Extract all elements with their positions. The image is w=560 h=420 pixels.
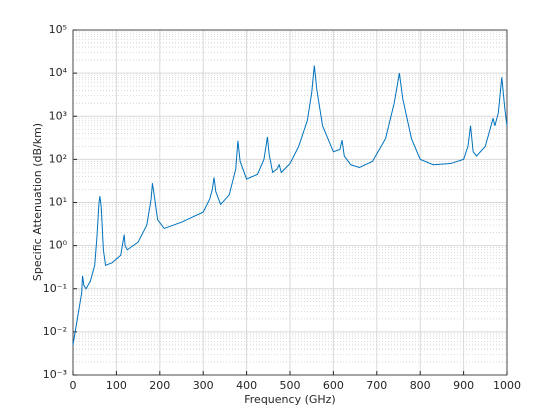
y-tick-label: 10⁵ bbox=[49, 23, 67, 36]
x-tick-label: 600 bbox=[323, 379, 344, 392]
y-axis-label: Specific Attenuation (dB/km) bbox=[31, 123, 44, 281]
x-tick-label: 1000 bbox=[493, 379, 521, 392]
x-tick-label: 0 bbox=[70, 379, 77, 392]
x-tick-label: 100 bbox=[106, 379, 127, 392]
data-line bbox=[72, 65, 508, 345]
y-tick-label: 10⁰ bbox=[49, 239, 68, 252]
axes-box bbox=[72, 29, 508, 376]
y-tick-label: 10⁴ bbox=[49, 66, 68, 79]
y-tick-label: 10⁻² bbox=[43, 325, 67, 338]
x-tick-label: 700 bbox=[366, 379, 387, 392]
y-tick-label: 10² bbox=[49, 152, 67, 165]
y-tick-label: 10³ bbox=[49, 109, 67, 122]
y-tick-label: 10¹ bbox=[49, 196, 67, 209]
y-tick-label: 10⁻¹ bbox=[43, 282, 67, 295]
x-tick-label: 200 bbox=[149, 379, 170, 392]
x-tick-label: 900 bbox=[453, 379, 474, 392]
x-axis-label: Frequency (GHz) bbox=[244, 393, 335, 406]
x-tick-label: 400 bbox=[236, 379, 257, 392]
x-tick-label: 500 bbox=[280, 379, 301, 392]
x-tick-label: 800 bbox=[410, 379, 431, 392]
x-tick-label: 300 bbox=[193, 379, 214, 392]
y-tick-label: 10⁻³ bbox=[43, 368, 67, 381]
